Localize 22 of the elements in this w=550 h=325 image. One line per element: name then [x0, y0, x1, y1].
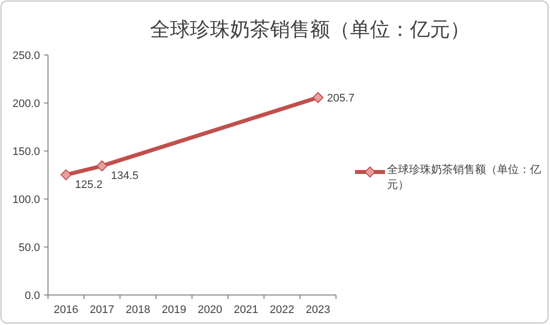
x-tick-label: 2020 [198, 304, 222, 316]
data-label: 205.7 [327, 92, 355, 105]
chart-title: 全球珍珠奶茶销售额（单位：亿元） [150, 19, 470, 41]
data-label: 125.2 [75, 178, 103, 191]
x-tick-label: 2019 [162, 304, 186, 316]
data-label: 134.5 [111, 170, 139, 182]
x-tick-label: 2023 [306, 304, 330, 316]
y-tick-label: 50.0 [18, 242, 40, 254]
x-tick-label: 2018 [126, 304, 150, 316]
x-tick-label: 2021 [234, 304, 258, 316]
x-tick-label: 2016 [54, 304, 78, 316]
y-tick-label: 0.0 [24, 290, 40, 302]
y-tick-label: 100.0 [12, 194, 40, 206]
point [96, 160, 108, 172]
y-tick-label: 200.0 [12, 98, 40, 110]
point [60, 169, 72, 180]
point [312, 92, 324, 104]
legend-label: 全球珍珠奶茶销售额（单位：亿元） [387, 163, 542, 193]
x-tick-label: 2017 [90, 304, 114, 316]
y-tick-label: 250.0 [12, 50, 40, 62]
x-tick-label: 2022 [270, 304, 294, 316]
y-tick-label: 150.0 [12, 146, 40, 158]
